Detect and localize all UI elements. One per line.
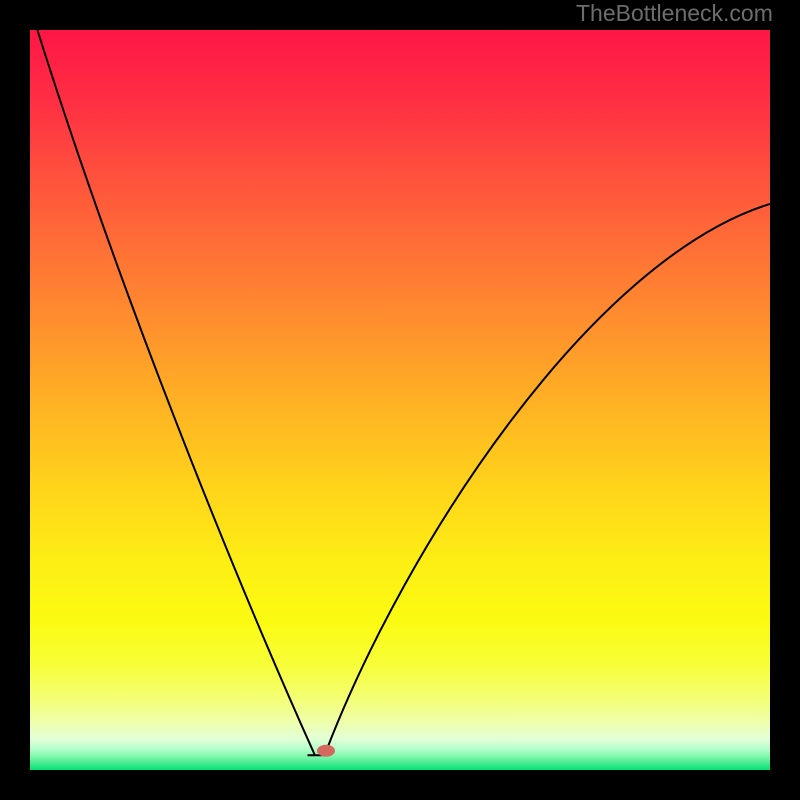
watermark-text: TheBottleneck.com	[576, 0, 773, 27]
plot-gradient-area	[0, 0, 800, 800]
chart-frame: TheBottleneck.com	[0, 0, 800, 800]
